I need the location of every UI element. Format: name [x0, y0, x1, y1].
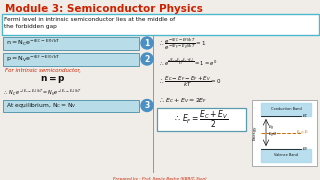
- Text: $\mathbf{n = p}$: $\mathbf{n = p}$: [40, 74, 66, 85]
- FancyBboxPatch shape: [2, 14, 318, 35]
- Text: $\therefore\,\dfrac{e^{-(E_C-E_F)/kT}}{e^{-(E_F-E_V)/kT}} = 1$: $\therefore\,\dfrac{e^{-(E_C-E_F)/kT}}{e…: [158, 36, 206, 52]
- Text: Energy: Energy: [253, 125, 257, 140]
- Text: $E_C$: $E_C$: [302, 112, 309, 120]
- Circle shape: [141, 37, 153, 49]
- Text: 2: 2: [144, 55, 150, 64]
- Text: $E_V$: $E_V$: [302, 145, 309, 153]
- Text: For intrinsic semiconductor,: For intrinsic semiconductor,: [5, 68, 81, 73]
- Text: Valence Band: Valence Band: [274, 154, 298, 158]
- Text: $\therefore\, E_C + E_V = 2E_F$: $\therefore\, E_C + E_V = 2E_F$: [158, 96, 207, 105]
- Text: $\therefore\, e^{\frac{-(E_C-E_F-E_F+E_V)}{kT}} = 1 = e^0$: $\therefore\, e^{\frac{-(E_C-E_F-E_F+E_V…: [158, 57, 217, 69]
- Text: Conduction Band: Conduction Band: [271, 107, 301, 111]
- Text: $\therefore\, E_F = \dfrac{E_C + E_V}{2}$: $\therefore\, E_F = \dfrac{E_C + E_V}{2}…: [173, 108, 229, 130]
- Text: Module 3: Semiconductor Physics: Module 3: Semiconductor Physics: [5, 4, 203, 14]
- Text: Prepared by : Prof. Sanjiv Bache (KBRIT, Sion): Prepared by : Prof. Sanjiv Bache (KBRIT,…: [113, 177, 207, 180]
- Text: 1: 1: [144, 39, 150, 48]
- Text: $\therefore\, N_C\, e^{-(E_C-E_F)/kT} = N_V e^{-(E_F-E_V)/kT}$: $\therefore\, N_C\, e^{-(E_C-E_F)/kT} = …: [3, 88, 82, 98]
- FancyBboxPatch shape: [3, 37, 139, 50]
- Text: $\therefore\,\dfrac{E_C - E_F - E_F + E_V}{kT} = 0$: $\therefore\,\dfrac{E_C - E_F - E_F + E_…: [158, 74, 222, 89]
- Text: $\mathrm{p = N_V e^{-(E_F-E_V)/kT}}$: $\mathrm{p = N_V e^{-(E_F-E_V)/kT}}$: [6, 54, 60, 64]
- Text: Fermi level in intrinsic semiconductor lies at the middle of: Fermi level in intrinsic semiconductor l…: [4, 17, 175, 22]
- Text: the forbidden gap: the forbidden gap: [4, 24, 57, 29]
- Text: $E_g/2$: $E_g/2$: [268, 130, 277, 139]
- Text: $\mathrm{n = N_C e^{-(E_C-E_F)/kT}}$: $\mathrm{n = N_C e^{-(E_C-E_F)/kT}}$: [6, 38, 60, 48]
- Text: 3: 3: [144, 101, 150, 110]
- FancyBboxPatch shape: [3, 100, 139, 111]
- FancyBboxPatch shape: [252, 100, 316, 165]
- Circle shape: [141, 53, 153, 65]
- Circle shape: [141, 100, 153, 111]
- Text: $E_g$: $E_g$: [268, 123, 274, 132]
- FancyBboxPatch shape: [156, 107, 245, 130]
- FancyBboxPatch shape: [3, 53, 139, 66]
- Text: $E_F=E_i$: $E_F=E_i$: [296, 129, 309, 136]
- Text: At equilibrium, $\mathrm{N_C = N_V}$: At equilibrium, $\mathrm{N_C = N_V}$: [6, 101, 76, 110]
